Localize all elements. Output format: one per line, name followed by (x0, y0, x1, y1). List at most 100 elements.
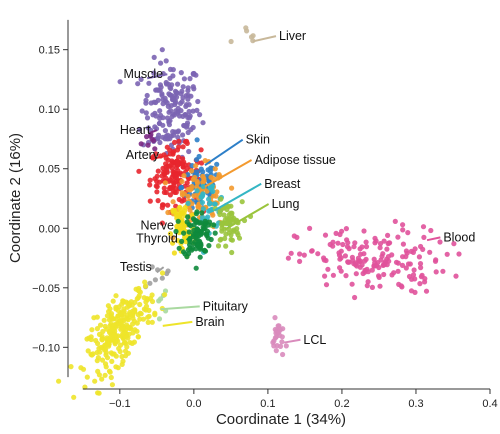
point-muscle (170, 73, 176, 79)
point-breast (200, 183, 206, 190)
point-blood (321, 255, 327, 261)
point-artery (152, 176, 158, 182)
label-lung: Lung (272, 197, 300, 211)
point-muscle (170, 95, 176, 101)
point-muscle (160, 101, 166, 107)
point-muscle (173, 89, 179, 96)
point-brain (128, 299, 134, 305)
point-blood (392, 218, 398, 224)
point-nerve (174, 211, 180, 217)
point-thyroid (193, 234, 199, 241)
series-testis (143, 264, 171, 290)
point-brain (118, 326, 124, 332)
label-blood: Blood (443, 230, 475, 244)
point-thyroid (212, 230, 218, 236)
point-artery (175, 154, 182, 160)
series-lcl (270, 315, 289, 358)
point-brain (107, 329, 113, 336)
point-blood (288, 250, 294, 256)
point-blood (352, 260, 358, 266)
point-lung (228, 236, 234, 243)
point-artery (167, 184, 173, 190)
point-brain (142, 283, 149, 289)
point-blood (372, 260, 378, 266)
point-artery (165, 157, 171, 163)
point-muscle (180, 95, 186, 101)
leader-skin (204, 138, 244, 166)
leader-heart (149, 129, 158, 134)
point-brain (95, 355, 101, 361)
point-brain (132, 307, 138, 313)
point-muscle (143, 97, 149, 103)
point-blood (315, 251, 321, 257)
point-brain (102, 347, 108, 353)
point-brain (104, 313, 110, 319)
point-brain (162, 292, 168, 298)
point-artery (159, 173, 165, 179)
point-skin (198, 166, 204, 172)
point-muscle (185, 96, 191, 102)
point-skin (214, 161, 220, 167)
point-artery (176, 138, 182, 144)
point-skin (194, 137, 200, 143)
point-brain (125, 350, 131, 356)
point-blood (360, 270, 366, 277)
point-testis (159, 275, 165, 281)
x-tick-label: 0.2 (334, 398, 349, 410)
point-blood (325, 266, 331, 272)
point-blood (363, 256, 369, 262)
point-brain (109, 358, 115, 364)
point-muscle (158, 60, 164, 66)
point-nerve (182, 205, 188, 211)
point-blood (363, 244, 370, 250)
point-lung (231, 227, 237, 233)
point-muscle (144, 92, 150, 99)
point-lcl (271, 338, 277, 344)
point-muscle (178, 70, 184, 76)
point-artery (136, 168, 142, 174)
point-muscle (157, 108, 163, 114)
point-blood (381, 271, 387, 278)
point-blood (400, 241, 406, 247)
point-thyroid (202, 248, 208, 254)
point-blood (417, 281, 423, 287)
point-adipose-tissue (188, 168, 195, 174)
point-muscle (157, 82, 163, 88)
point-brain (108, 313, 114, 319)
point-lcl (279, 339, 285, 345)
point-brain (102, 323, 108, 329)
point-muscle (148, 100, 154, 106)
point-muscle (152, 124, 158, 130)
point-muscle (185, 114, 191, 120)
point-blood (395, 260, 401, 266)
point-artery (172, 172, 178, 178)
point-breast (210, 188, 216, 194)
point-blood (378, 257, 384, 263)
point-brain (117, 348, 123, 355)
point-blood (309, 248, 315, 254)
point-nerve (179, 221, 185, 227)
point-blood (418, 265, 424, 271)
leader-liver (252, 35, 277, 43)
y-tick-label: 0.15 (39, 45, 60, 57)
point-blood (395, 268, 401, 274)
point-blood (346, 259, 352, 265)
point-muscle (117, 79, 123, 85)
point-skin (178, 185, 184, 191)
point-brain (109, 351, 116, 357)
point-blood (333, 230, 339, 236)
point-blood (351, 244, 357, 250)
point-blood (338, 255, 344, 261)
point-lung (223, 243, 229, 249)
axes: −0.1 0.0 0.1 0.2 0.3 0.4 −0.10 −0.05 0.00 0.05 0.… (32, 19, 498, 410)
point-blood (372, 240, 378, 246)
point-brain (108, 374, 114, 381)
label-pituitary: Pituitary (203, 299, 249, 313)
point-blood (353, 271, 359, 277)
point-blood (330, 243, 336, 249)
point-brain (115, 338, 121, 344)
point-brain (145, 314, 151, 320)
leader-pituitary (160, 305, 200, 311)
point-blood (385, 232, 391, 238)
leader-brain (162, 320, 193, 327)
